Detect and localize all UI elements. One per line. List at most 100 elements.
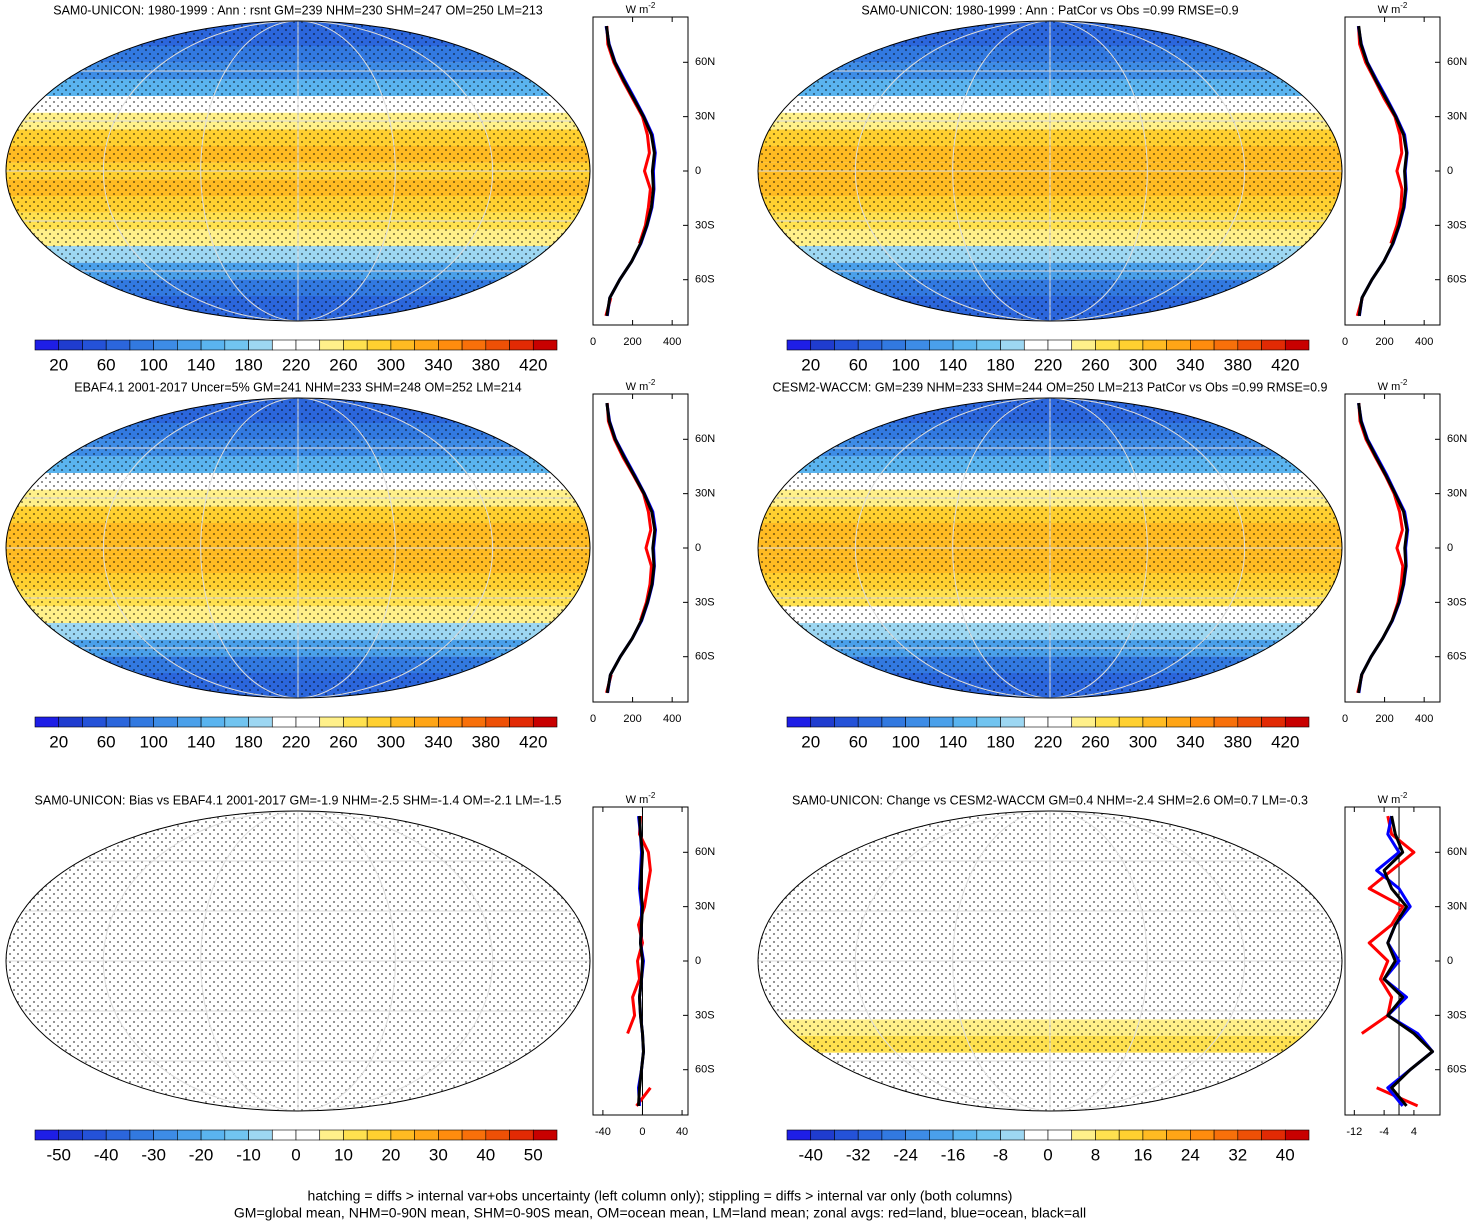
graticule (102, 811, 494, 1111)
y-tick-label: 60S (1447, 274, 1467, 286)
colorbar-box (1071, 716, 1096, 728)
y-tick-label: 30S (695, 596, 715, 608)
colorbar-box (1284, 339, 1310, 351)
colorbar-label: 100 (139, 732, 167, 751)
map-outline (5, 20, 591, 322)
y-tick-label: 0 (1447, 955, 1453, 967)
units-base: W m (1378, 794, 1401, 806)
colorbar-box (905, 716, 930, 728)
profile-frame (1344, 393, 1441, 703)
colorbar-box (295, 339, 321, 351)
units: W m-2 (626, 1, 656, 16)
y-tick-label: 30S (695, 1009, 715, 1021)
colorbar-label: 20 (801, 732, 820, 751)
colorbar-box (1118, 716, 1144, 728)
colorbar-box (414, 716, 439, 728)
colorbar-box (810, 716, 835, 728)
colorbar-label: 340 (1176, 732, 1204, 751)
map (6, 398, 590, 698)
panel-title: CESM2-WACCM: GM=239 NHM=233 SHM=244 OM=2… (773, 380, 1328, 394)
colorbar-box (319, 716, 344, 728)
map (6, 21, 590, 321)
colorbar-box (1118, 339, 1144, 351)
graticule (200, 398, 396, 698)
colorbar-box (105, 339, 131, 351)
colorbar-box (485, 1129, 510, 1141)
colorbar-box (414, 1129, 439, 1141)
map-outline (757, 397, 1343, 699)
units-exponent: -2 (648, 378, 656, 387)
colorbar-label: 40 (1276, 1145, 1295, 1164)
colorbar-box (1047, 1129, 1073, 1141)
colorbar-box (1095, 716, 1120, 728)
y-tick-label: 60N (1447, 846, 1467, 858)
colorbar-box (881, 716, 906, 728)
x-tick-label: -4 (1379, 1126, 1389, 1138)
colorbar-box (390, 339, 415, 351)
colorbar-box (1261, 716, 1286, 728)
colorbar-box (58, 716, 83, 728)
profile-frame (592, 393, 689, 703)
colorbar-box (952, 339, 978, 351)
colorbar-label: 300 (1129, 355, 1157, 374)
x-tick-label: 0 (1342, 713, 1348, 725)
colorbar-label: 300 (377, 355, 405, 374)
colorbar-label: 300 (1129, 732, 1157, 751)
graticule (952, 398, 1148, 698)
profile-line (1382, 815, 1434, 1107)
colorbar-box (509, 716, 534, 728)
colorbar-box (1284, 716, 1310, 728)
y-tick-label: 30N (1447, 111, 1467, 123)
colorbar-box (1095, 339, 1120, 351)
x-tick-label: 200 (623, 336, 641, 348)
colorbar-box (1166, 1129, 1191, 1141)
map-outline (757, 20, 1343, 322)
y-tick-label: 30S (695, 219, 715, 231)
colorbar-label: -32 (846, 1145, 871, 1164)
colorbar-box (857, 716, 883, 728)
colorbar-box (1142, 1129, 1167, 1141)
colorbar-label: 260 (329, 732, 357, 751)
colorbar-label: 180 (986, 732, 1014, 751)
colorbar-box (834, 339, 859, 351)
colorbar-box (976, 716, 1001, 728)
map-outline (5, 810, 591, 1112)
graticule (854, 398, 1246, 698)
y-tick-label: 30S (1447, 1009, 1467, 1021)
colorbar-box (34, 716, 60, 728)
colorbar-label: 20 (49, 732, 68, 751)
colorbar-box (834, 716, 859, 728)
colorbar-label: -40 (798, 1145, 823, 1164)
colorbar-box (929, 716, 954, 728)
colorbar-label: -16 (941, 1145, 966, 1164)
colorbar-box (1213, 716, 1239, 728)
colorbar-box (509, 1129, 534, 1141)
colorbar-box (58, 1129, 83, 1141)
colorbar-box (1190, 716, 1215, 728)
units-exponent: -2 (1400, 1, 1408, 10)
colorbar-box (1237, 1129, 1262, 1141)
units-base: W m (626, 381, 649, 393)
panel-title: EBAF4.1 2001-2017 Uncer=5% GM=241 NHM=23… (74, 380, 522, 394)
map (758, 398, 1342, 698)
colorbar-box (1166, 339, 1191, 351)
colorbar-box (834, 1129, 859, 1141)
x-tick-label: 40 (676, 1126, 688, 1138)
colorbar-label: 220 (282, 732, 310, 751)
y-tick-label: 60N (1447, 56, 1467, 68)
colorbar-label: 10 (334, 1145, 353, 1164)
colorbar-box (343, 1129, 368, 1141)
y-tick-label: 30N (1447, 901, 1467, 913)
colorbar-box (153, 1129, 178, 1141)
colorbar-label: 140 (939, 355, 967, 374)
colorbar-box (1237, 339, 1262, 351)
colorbar-box (1000, 339, 1025, 351)
colorbar-label: 16 (1133, 1145, 1152, 1164)
y-tick-label: 60N (1447, 433, 1467, 445)
colorbar-label: 180 (234, 732, 262, 751)
footer-line: hatching = diffs > internal var+obs unce… (308, 1188, 1013, 1204)
colorbar-box (1000, 1129, 1025, 1141)
colorbar-box (857, 1129, 883, 1141)
y-tick-label: 0 (695, 955, 701, 967)
colorbar-box (248, 1129, 273, 1141)
